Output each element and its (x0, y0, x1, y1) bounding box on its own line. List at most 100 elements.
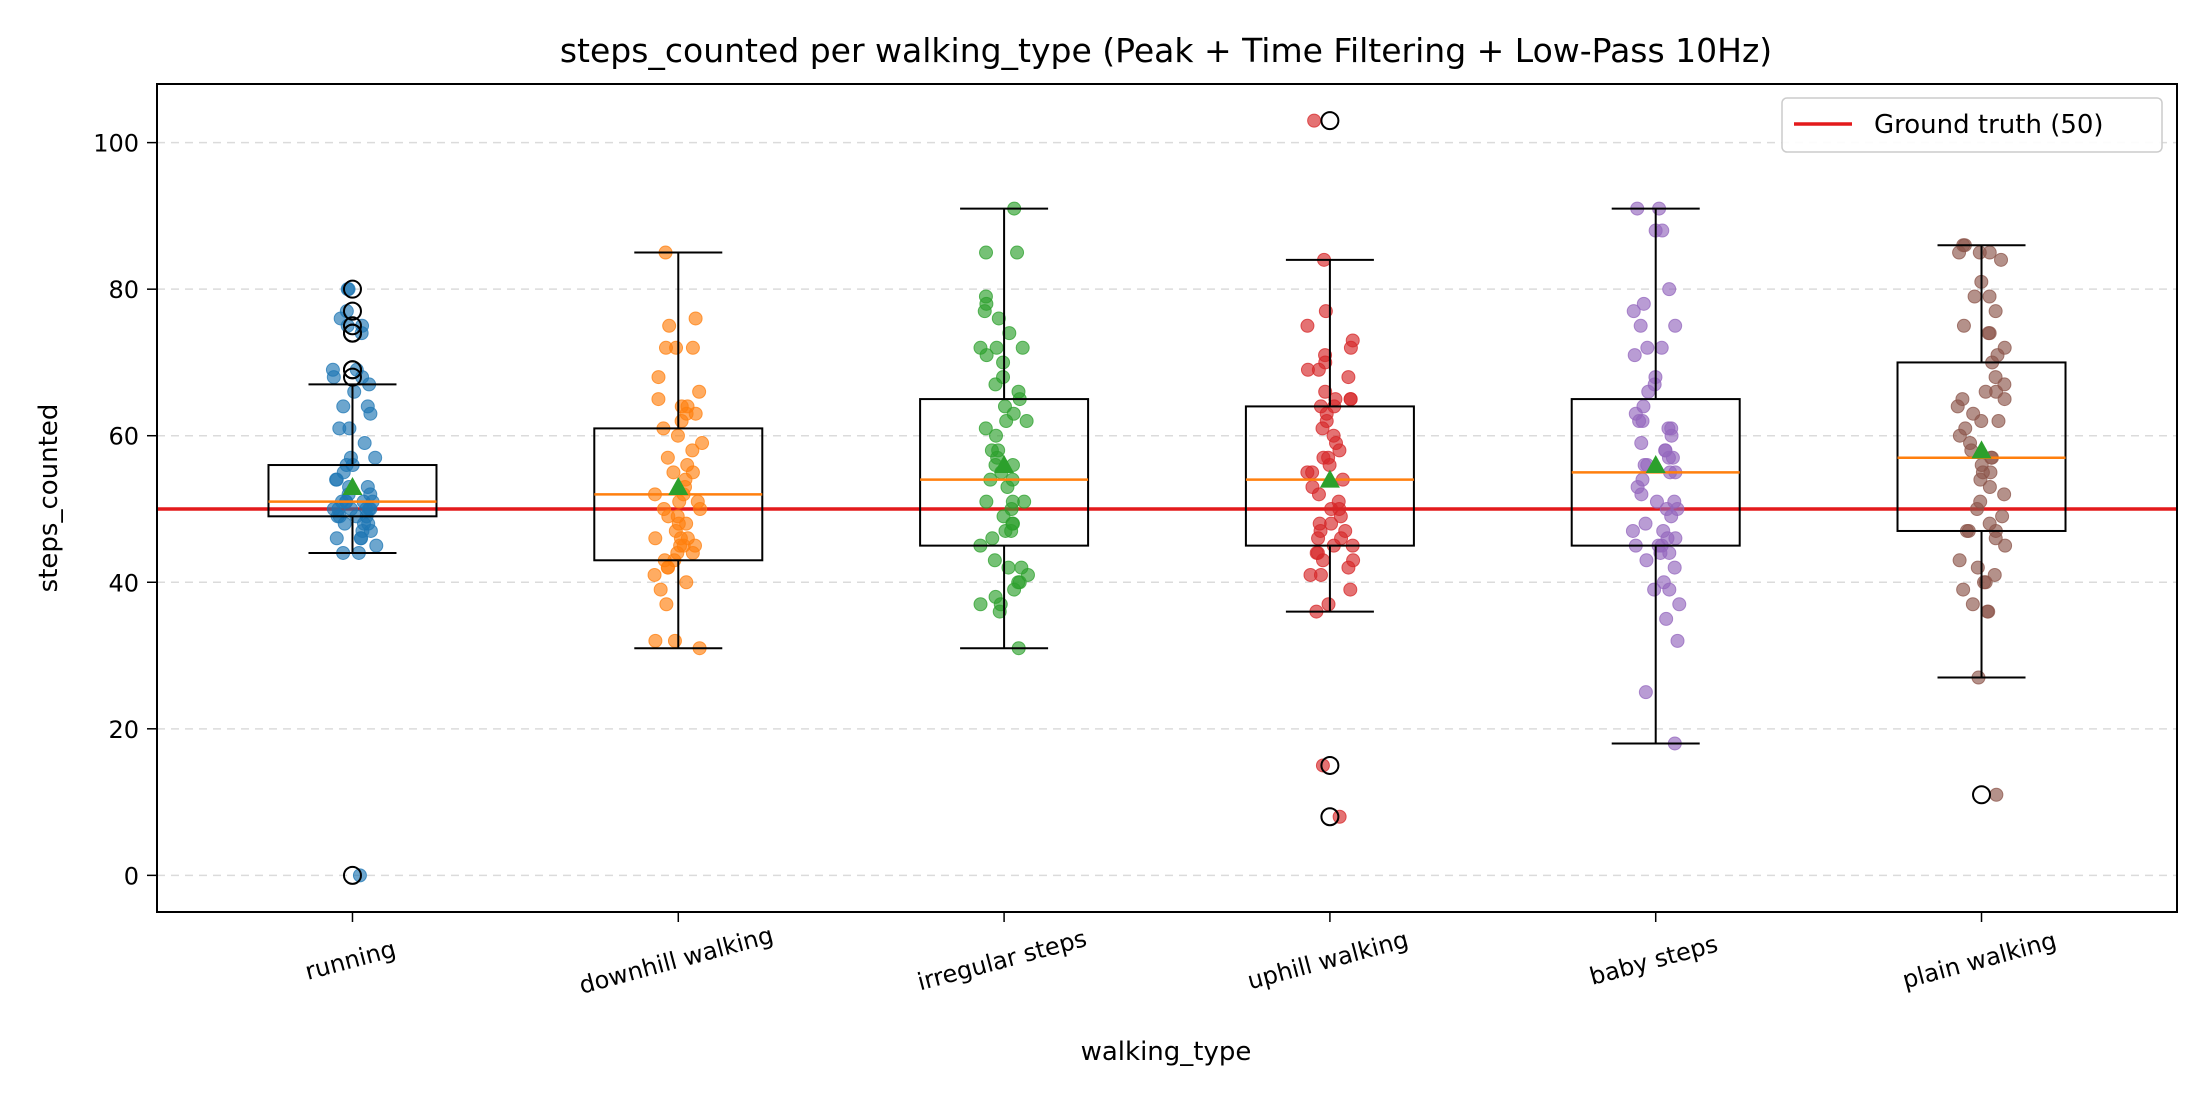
box-iqr (1896, 361, 2067, 532)
outlier-point (342, 360, 362, 380)
mean-marker (1319, 469, 1340, 488)
data-point (1639, 553, 1654, 568)
data-point (996, 370, 1011, 385)
data-point (690, 494, 705, 509)
data-point (1656, 575, 1671, 590)
data-point (1647, 582, 1662, 597)
data-point (997, 399, 1012, 414)
box-iqr (1244, 405, 1415, 547)
data-point (978, 421, 993, 436)
data-point (987, 553, 1002, 568)
data-point (988, 428, 1003, 443)
outlier-point (342, 367, 362, 387)
data-point (1321, 597, 1336, 612)
data-point (336, 399, 351, 414)
data-point (651, 370, 666, 385)
data-point (1005, 494, 1020, 509)
data-point (653, 582, 668, 597)
box-plots-layer (267, 111, 2067, 885)
outlier-point (1320, 807, 1340, 827)
data-point (1988, 304, 2003, 319)
data-point (1988, 370, 2003, 385)
mean-marker (1645, 455, 1666, 474)
data-point (357, 436, 372, 451)
y-tick-label-60: 60 (108, 423, 139, 451)
data-point (1638, 516, 1653, 531)
data-point (1997, 340, 2012, 355)
data-point (1667, 494, 1682, 509)
mean-marker (1971, 440, 1992, 459)
box-iqr (919, 398, 1090, 547)
data-point (662, 318, 677, 333)
data-point (656, 501, 671, 516)
data-point (1982, 516, 1997, 531)
data-point (667, 633, 682, 648)
data-point (1338, 523, 1353, 538)
data-point (1635, 472, 1650, 487)
data-point (1625, 523, 1640, 538)
y-tick-label-40: 40 (108, 569, 139, 597)
data-point (1638, 685, 1653, 700)
data-point (1982, 480, 1997, 495)
data-point (1315, 758, 1330, 773)
data-point (1010, 245, 1025, 260)
data-point (347, 384, 362, 399)
data-point (1316, 450, 1331, 465)
data-point (1318, 384, 1333, 399)
data-point (1955, 392, 1970, 407)
box-uphill-walking (1244, 111, 1415, 827)
data-point (343, 450, 358, 465)
mean-marker (342, 477, 363, 496)
box-baby-steps (1570, 207, 1741, 745)
data-point (695, 436, 710, 451)
x-axis-label: walking_type (1081, 1037, 1252, 1067)
data-point (1966, 406, 1981, 421)
data-point (1300, 318, 1315, 333)
data-point (1662, 282, 1677, 297)
data-point (996, 355, 1011, 370)
data-point (1014, 560, 1029, 575)
y-axis-label: steps_counted (34, 404, 64, 593)
data-point (648, 633, 663, 648)
data-point (989, 340, 1004, 355)
points-downhill-walking (647, 245, 710, 656)
data-point (979, 245, 994, 260)
data-point (1980, 604, 1995, 619)
data-point (1672, 597, 1687, 612)
data-point (991, 311, 1006, 326)
data-point (1307, 113, 1322, 128)
data-point (342, 421, 357, 436)
mean-marker (994, 455, 1015, 474)
data-point (1326, 428, 1341, 443)
outlier-point (342, 279, 362, 299)
outlier-point (342, 301, 362, 321)
box-iqr (267, 464, 438, 518)
data-point (688, 311, 703, 326)
data-point (1982, 326, 1997, 341)
data-point (1659, 611, 1674, 626)
y-tick-label-20: 20 (108, 716, 139, 744)
data-point (1654, 340, 1669, 355)
outlier-point (1320, 755, 1340, 775)
data-point (360, 480, 375, 495)
data-point (1343, 392, 1358, 407)
data-point (1305, 480, 1320, 495)
y-axis-ticks: 0 20 40 60 80 100 (93, 130, 157, 890)
data-point (1300, 362, 1315, 377)
data-point (1002, 326, 1017, 341)
y-tick-label-80: 80 (108, 276, 139, 304)
data-point (666, 465, 681, 480)
data-point (1991, 414, 2006, 429)
data-point (1011, 384, 1026, 399)
box-plain-walking (1896, 244, 2067, 805)
data-point (669, 340, 684, 355)
data-point (659, 597, 674, 612)
data-point (1668, 318, 1683, 333)
data-point (1989, 787, 2004, 802)
data-point (1640, 340, 1655, 355)
data-point (1626, 304, 1641, 319)
data-point (1649, 494, 1664, 509)
data-point (1995, 509, 2010, 524)
outlier-point (342, 316, 362, 336)
